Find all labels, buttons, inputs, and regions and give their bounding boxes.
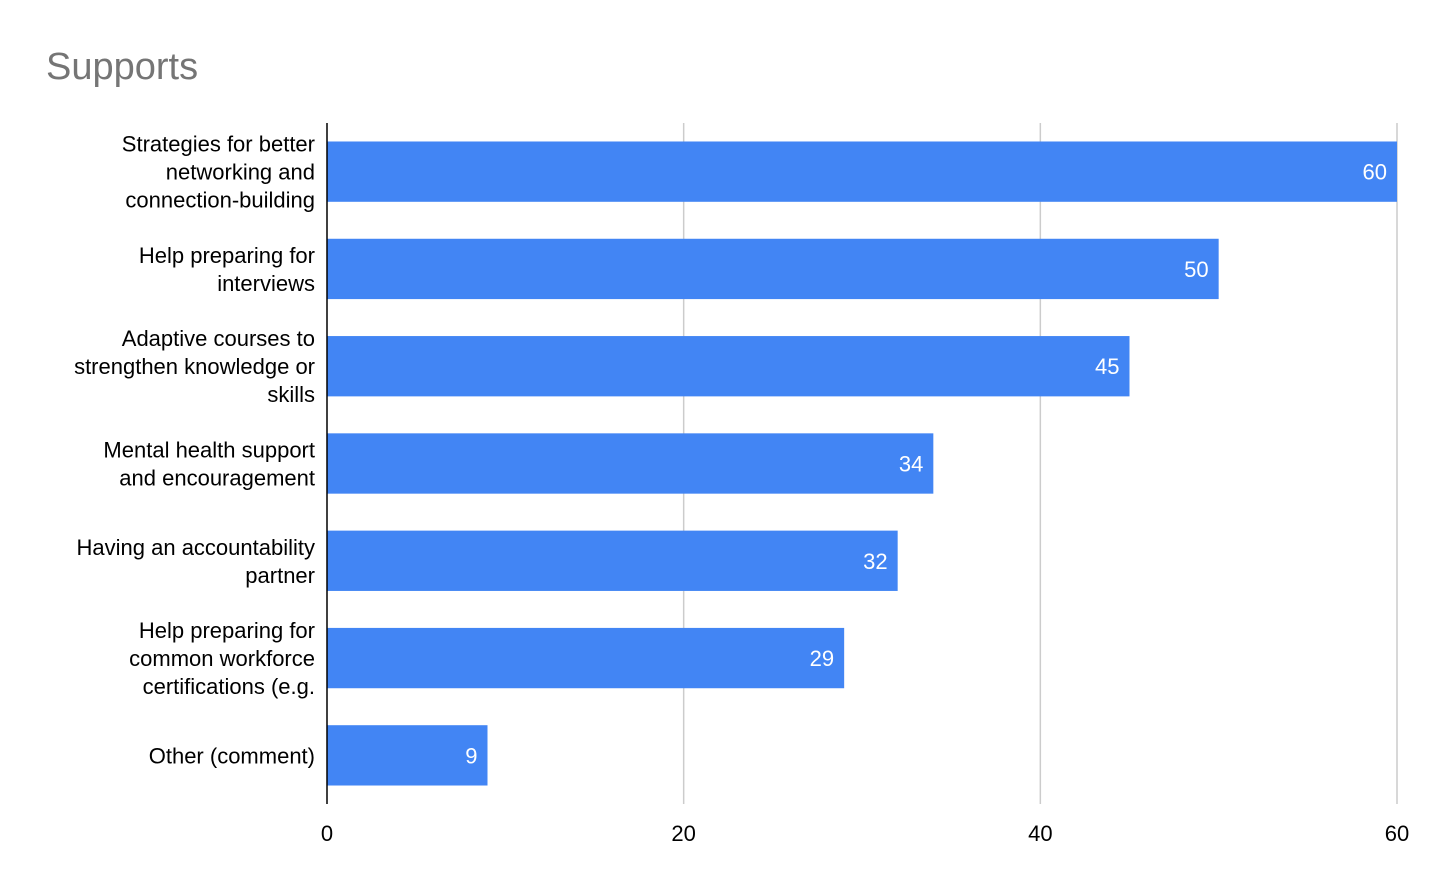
- category-label-line: interviews: [217, 271, 315, 296]
- bar-5: [327, 627, 845, 689]
- category-label-6: Other (comment): [149, 743, 315, 768]
- bar-2: [327, 336, 1130, 397]
- data-label-1: 50: [1184, 257, 1208, 282]
- category-label-0: Strategies for better networking and conne…: [122, 132, 315, 213]
- bar-1: [327, 238, 1219, 300]
- labels: 0 20 40 60 60 Strategies for better networking…: [74, 132, 1409, 846]
- category-label-line: skills: [267, 382, 315, 407]
- x-tick-label-60: 60: [1385, 821, 1409, 846]
- bar-4: [327, 530, 898, 591]
- bar-3: [327, 433, 934, 494]
- x-tick-label-0: 0: [321, 821, 333, 846]
- category-label-line: Adaptive courses to: [122, 326, 315, 351]
- category-label-line: networking and: [166, 160, 315, 185]
- data-label-6: 9: [465, 743, 477, 768]
- bar-0: [327, 141, 1397, 202]
- category-label-line: Other (comment): [149, 743, 315, 768]
- category-label-line: strengthen knowledge or: [74, 354, 315, 379]
- category-label-line: Mental health support: [103, 438, 315, 463]
- category-label-line: Help preparing for: [139, 243, 315, 268]
- category-label-line: Strategies for better: [122, 132, 315, 157]
- category-label-1: Help preparing for interviews: [139, 243, 315, 296]
- category-label-line: partner: [245, 563, 315, 588]
- category-label-line: Having an accountability: [77, 535, 315, 560]
- category-label-3: Mental health support and encouragement: [103, 438, 315, 491]
- category-label-4: Having an accountability partner: [77, 535, 315, 588]
- category-label-line: and encouragement: [119, 466, 315, 491]
- data-label-5: 29: [810, 646, 834, 671]
- data-label-3: 34: [899, 452, 923, 477]
- category-label-2: Adaptive courses to strengthen knowledge …: [74, 326, 315, 407]
- category-label-line: connection-building: [125, 188, 315, 213]
- data-label-0: 60: [1363, 160, 1387, 185]
- bar-6: [327, 725, 488, 786]
- x-tick-label-40: 40: [1028, 821, 1052, 846]
- data-label-4: 32: [863, 549, 887, 574]
- category-label-line: common workforce: [129, 646, 315, 671]
- category-label-line: Help preparing for: [139, 618, 315, 643]
- x-tick-label-20: 20: [671, 821, 695, 846]
- bars: [327, 141, 1397, 786]
- category-label-5: Help preparing for common workforce certif…: [129, 618, 315, 699]
- category-label-line: certifications (e.g.: [143, 674, 315, 699]
- data-label-2: 45: [1095, 354, 1119, 379]
- chart-title: Supports: [46, 46, 199, 88]
